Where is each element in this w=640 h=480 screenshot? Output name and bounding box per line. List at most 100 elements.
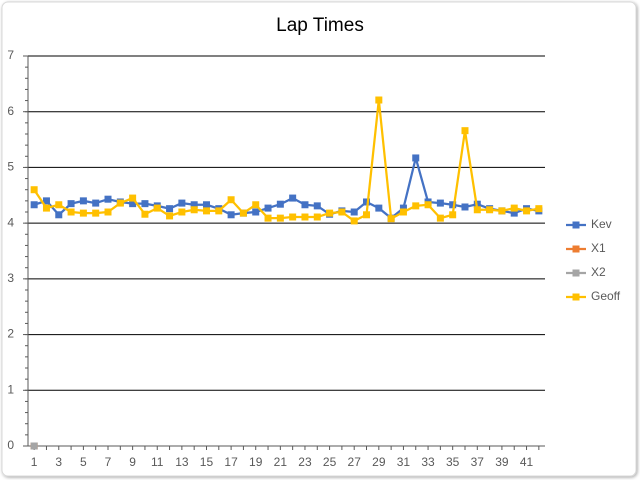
legend-label: X1 xyxy=(591,241,606,255)
data-point xyxy=(42,197,50,205)
x-tick-label: 1 xyxy=(31,455,38,469)
data-point xyxy=(498,207,506,215)
y-tick-label: 4 xyxy=(7,215,14,229)
y-tick-label: 0 xyxy=(7,438,14,452)
x-tick-label: 7 xyxy=(105,455,112,469)
x-tick-label: 17 xyxy=(224,455,238,469)
x-tick-label: 13 xyxy=(175,455,189,469)
data-point xyxy=(104,195,112,203)
data-point xyxy=(338,208,346,216)
data-point xyxy=(178,199,186,207)
x-tick-label: 25 xyxy=(323,455,337,469)
data-point xyxy=(276,214,284,222)
data-point xyxy=(313,213,321,221)
x-tick-label: 21 xyxy=(274,455,288,469)
legend-label: Kev xyxy=(591,217,612,231)
data-point xyxy=(424,201,432,209)
data-point xyxy=(129,200,137,208)
y-tick-label: 5 xyxy=(7,160,14,174)
data-point xyxy=(67,208,75,216)
data-point xyxy=(350,208,358,216)
y-tick-label: 2 xyxy=(7,327,14,341)
y-tick-label: 3 xyxy=(7,271,14,285)
data-point xyxy=(399,204,407,212)
data-point xyxy=(227,196,235,204)
data-point xyxy=(129,194,137,202)
data-point xyxy=(55,211,63,219)
data-point xyxy=(412,202,420,210)
legend-marker xyxy=(572,293,580,301)
data-point xyxy=(30,201,38,209)
x-tick-label: 9 xyxy=(129,455,136,469)
data-point xyxy=(523,207,531,215)
data-point xyxy=(190,206,198,214)
x-tick-label: 35 xyxy=(446,455,460,469)
data-point xyxy=(264,214,272,222)
data-point xyxy=(461,203,469,211)
x-tick-label: 27 xyxy=(348,455,362,469)
data-point xyxy=(141,210,149,218)
y-tick-label: 1 xyxy=(7,382,14,396)
data-point xyxy=(141,200,149,208)
data-point xyxy=(436,214,444,222)
data-point xyxy=(412,154,420,162)
data-point xyxy=(30,442,38,450)
data-point xyxy=(227,211,235,219)
data-point xyxy=(42,204,50,212)
data-point xyxy=(486,206,494,214)
legend-marker xyxy=(572,245,580,253)
data-point xyxy=(289,213,297,221)
legend-label: X2 xyxy=(591,265,606,279)
data-point xyxy=(79,209,87,217)
x-tick-label: 23 xyxy=(298,455,312,469)
data-point xyxy=(202,207,210,215)
data-point xyxy=(449,201,457,209)
data-point xyxy=(313,202,321,210)
x-tick-label: 37 xyxy=(471,455,485,469)
data-point xyxy=(252,208,260,216)
legend-marker xyxy=(572,221,580,229)
data-point xyxy=(55,201,63,209)
data-point xyxy=(301,201,309,209)
data-point xyxy=(375,204,383,212)
data-point xyxy=(166,212,174,220)
data-point xyxy=(239,209,247,217)
data-point xyxy=(264,204,272,212)
chart-title: Lap Times xyxy=(276,15,364,36)
x-tick-label: 5 xyxy=(80,455,87,469)
data-point xyxy=(92,209,100,217)
data-point xyxy=(215,207,223,215)
data-point xyxy=(363,211,371,219)
data-point xyxy=(399,208,407,216)
data-point xyxy=(473,206,481,214)
data-point xyxy=(190,201,198,209)
data-point xyxy=(79,197,87,205)
data-point xyxy=(276,200,284,208)
x-tick-label: 11 xyxy=(151,455,164,469)
data-point xyxy=(436,199,444,207)
legend-label: Geoff xyxy=(591,289,621,303)
x-tick-label: 19 xyxy=(249,455,263,469)
data-point xyxy=(252,201,260,209)
data-point xyxy=(67,200,75,208)
data-point xyxy=(104,208,112,216)
x-tick-label: 15 xyxy=(200,455,214,469)
data-point xyxy=(510,204,518,212)
data-point xyxy=(153,204,161,212)
data-point xyxy=(387,215,395,223)
data-point xyxy=(449,211,457,219)
x-tick-label: 33 xyxy=(421,455,435,469)
x-tick-label: 3 xyxy=(55,455,62,469)
data-point xyxy=(178,208,186,216)
data-point xyxy=(301,213,309,221)
data-point xyxy=(289,194,297,202)
legend-marker xyxy=(572,269,580,277)
data-point xyxy=(375,96,383,104)
data-point xyxy=(510,209,518,217)
data-point xyxy=(202,201,210,209)
data-point xyxy=(326,209,334,217)
data-point xyxy=(92,199,100,207)
